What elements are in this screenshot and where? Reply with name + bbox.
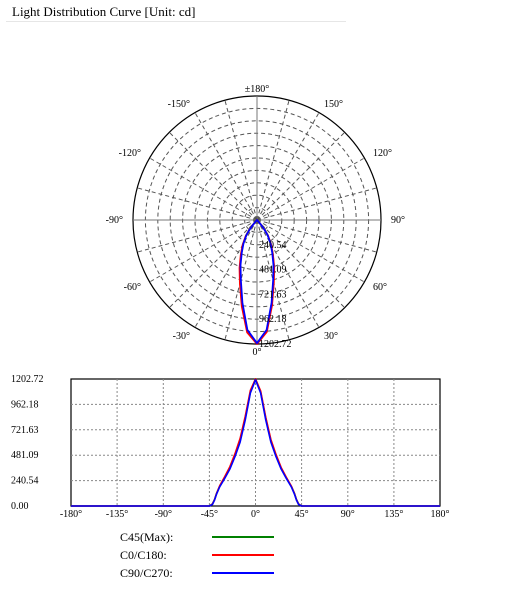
polar-angle-label: 120° — [373, 148, 392, 159]
polar-radial-label: 1202.72 — [259, 339, 292, 350]
x-tick-label: 90° — [341, 509, 355, 520]
polar-angle-label: ±180° — [245, 84, 270, 95]
polar-angle-label: -90° — [106, 215, 123, 226]
title-divider — [6, 21, 346, 22]
x-tick-label: -135° — [106, 509, 128, 520]
y-tick-label: 481.09 — [11, 450, 39, 461]
page-title: Light Distribution Curve [Unit: cd] — [12, 4, 196, 19]
y-tick-label: 962.18 — [11, 399, 39, 410]
polar-radial-label: 240.54 — [259, 240, 287, 251]
y-tick-label: 240.54 — [11, 476, 39, 487]
x-tick-label: 135° — [384, 509, 403, 520]
polar-angle-label: 60° — [373, 282, 387, 293]
polar-angle-label: -120° — [119, 148, 141, 159]
polar-angle-label: 30° — [324, 331, 338, 342]
polar-angle-label: 0° — [253, 347, 262, 358]
y-tick-label: 1202.72 — [11, 374, 44, 385]
polar-angle-label: -150° — [168, 99, 190, 110]
y-tick-label: 0.00 — [11, 501, 29, 512]
x-tick-label: -45° — [201, 509, 218, 520]
polar-angle-label: 90° — [391, 215, 405, 226]
legend-label: C0/C180: — [120, 548, 167, 562]
y-tick-label: 721.63 — [11, 425, 39, 436]
x-tick-label: -180° — [60, 509, 82, 520]
line-series-3 — [71, 379, 440, 507]
legend-label: C90/C270: — [120, 566, 173, 580]
polar-series-3 — [239, 219, 275, 345]
polar-radial-label: 481.09 — [259, 265, 287, 276]
legend-label: C45(Max): — [120, 530, 173, 544]
x-tick-label: -90° — [155, 509, 172, 520]
polar-radial-label: 721.63 — [259, 289, 287, 300]
polar-radial-label: 962.18 — [259, 314, 287, 325]
x-tick-label: 0° — [251, 509, 260, 520]
polar-chart: ±180° 150° 120° 90° 60° 30° 0° -30° -60° -90° -120… — [106, 84, 405, 358]
x-tick-label: 45° — [295, 509, 309, 520]
plot-frame — [70, 378, 441, 507]
x-tick-label: 180° — [431, 509, 450, 520]
polar-angle-label: -30° — [173, 331, 190, 342]
polar-angle-label: -60° — [124, 282, 141, 293]
polar-angle-label: 150° — [324, 99, 343, 110]
